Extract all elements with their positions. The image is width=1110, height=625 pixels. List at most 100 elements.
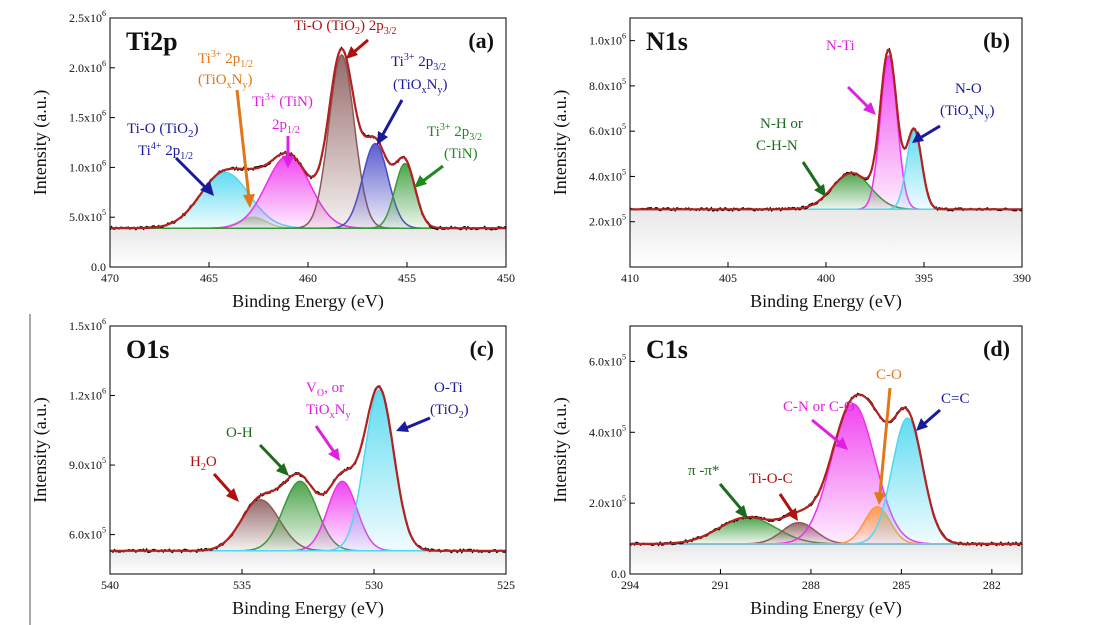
ann-a-tin32-2: (TiN) <box>444 146 478 162</box>
ann-a-tio2-32: Ti-O (TiO2) 2p3/2 <box>294 18 397 37</box>
ann-d-cn: C-N or C-O <box>783 399 855 415</box>
ann-d-co: C-O <box>876 367 902 383</box>
y-tick-label: 2.0x106 <box>69 59 106 75</box>
y-tick-label: 1.5x106 <box>69 317 106 333</box>
x-tick-label: 530 <box>365 578 383 592</box>
ann-a-tioxny-2: (TiOxNy) <box>198 72 252 91</box>
y-tick-label: 2.0x105 <box>589 494 626 510</box>
x-axis-title: Binding Energy (eV) <box>750 598 902 619</box>
peak-c-2 <box>110 480 506 552</box>
y-tick-label: 0.0 <box>91 260 106 274</box>
y-tick-label: 2.5x106 <box>69 9 106 25</box>
panel-c: 540 535 530 525 6.0x105 9.0x105 1.2x106 1.5x… <box>30 317 515 619</box>
y-axis-title: Intensity (a.u.) <box>550 90 571 195</box>
ann-c-oh: O-H <box>226 425 253 441</box>
ann-d-tioc: Ti-O-C <box>749 471 793 487</box>
ann-c-vo-2: TiOxNy <box>306 402 350 421</box>
plot-frame <box>109 325 507 575</box>
envelope-curve <box>110 47 506 230</box>
ann-a-tio2-1: Ti-O (TiO2) <box>127 121 199 140</box>
y-tick-label: 8.0x105 <box>589 77 626 93</box>
peak-b-1 <box>630 172 1022 211</box>
ann-b-nh-1: N-H or <box>760 116 803 132</box>
ann-b-nh-2: C-H-N <box>756 138 798 154</box>
y-tick-label: 4.0x105 <box>589 167 626 183</box>
y-tick-label: 4.0x105 <box>589 423 626 439</box>
ann-a-tio2-2: Ti4+ 2p1/2 <box>138 141 193 162</box>
x-axis-title: Binding Energy (eV) <box>750 291 902 312</box>
x-tick-label: 285 <box>892 578 910 592</box>
y-axis-title: Intensity (a.u.) <box>30 397 51 502</box>
ann-d-pipi: π -π* <box>688 463 719 479</box>
ann-b-nti: N-Ti <box>826 38 855 54</box>
panel-d: 294 291 288 285 282 0.0 2.0x105 4.0x105 6.0x10… <box>550 325 1023 619</box>
x-tick-label: 450 <box>497 271 515 285</box>
envelope-curve <box>630 393 1022 545</box>
x-tick-label: 291 <box>711 578 729 592</box>
ann-b-no-1: N-O <box>955 81 982 97</box>
y-tick-label: 0.0 <box>611 567 626 581</box>
peak-b-2 <box>630 54 1022 211</box>
ann-b-no-2: (TiOxNy) <box>940 103 994 122</box>
ann-a-tin-2: 2p1/2 <box>272 117 300 136</box>
ann-a-tin32-1: Ti3+ 2p3/2 <box>427 122 482 143</box>
ann-c-oti-2: (TiO2) <box>430 402 469 421</box>
baseline-fill <box>110 228 506 267</box>
y-tick-label: 1.5x106 <box>69 109 106 125</box>
baseline-fill <box>110 550 506 574</box>
y-axis-title: Intensity (a.u.) <box>550 397 571 502</box>
experimental-curve <box>630 47 1022 213</box>
x-tick-label: 400 <box>817 271 835 285</box>
annotations-c: H2O O-H VO, or TiOxNy O-Ti (TiO2) <box>190 380 469 502</box>
panel-letter: (d) <box>983 336 1010 361</box>
y-tick-label: 6.0x105 <box>589 352 626 368</box>
ann-c-oti-1: O-Ti <box>434 380 463 396</box>
plot-frame <box>629 325 1023 575</box>
panel-letter: (b) <box>983 28 1010 53</box>
ann-a-tioxny-1: Ti3+ 2p1/2 <box>198 49 253 70</box>
x-tick-label: 282 <box>983 578 1001 592</box>
x-axis-title: Binding Energy (eV) <box>232 598 384 619</box>
x-tick-label: 288 <box>802 578 820 592</box>
x-tick-label: 294 <box>621 578 639 592</box>
ann-d-cc: C=C <box>941 391 969 407</box>
x-tick-label: 540 <box>101 578 119 592</box>
panel-title: O1s <box>126 335 169 364</box>
ann-a-tioxny32-1: Ti3+ 2p3/2 <box>391 52 446 73</box>
x-tick-label: 460 <box>299 271 317 285</box>
y-tick-label: 1.0x106 <box>589 32 626 48</box>
panel-title: Ti2p <box>126 27 178 56</box>
envelope-curve <box>110 385 506 552</box>
panel-letter: (c) <box>470 336 494 361</box>
y-tick-label: 1.0x106 <box>69 158 106 174</box>
x-tick-label: 535 <box>233 578 251 592</box>
panel-title: C1s <box>646 335 688 364</box>
panel-letter: (a) <box>468 28 494 53</box>
y-tick-label: 5.0x105 <box>69 208 106 224</box>
annotations-b: N-Ti N-H or C-H-N N-O (TiOxNy) <box>756 38 994 197</box>
y-tick-label: 6.0x105 <box>69 526 106 542</box>
ann-a-tin-1: Ti3+ (TiN) <box>252 92 313 110</box>
y-axis-title: Intensity (a.u.) <box>30 90 51 195</box>
y-tick-label: 9.0x105 <box>69 456 106 472</box>
envelope-curve <box>630 48 1022 211</box>
y-tick-label: 2.0x105 <box>589 213 626 229</box>
peak-a-3 <box>110 154 506 229</box>
panel-b: 410 405 400 395 390 2.0x105 4.0x105 6.0x105 8… <box>550 17 1031 312</box>
panel-title: N1s <box>646 27 688 56</box>
panel-a: 470 465 460 455 450 0.0 5.0x105 1.0x106 1.5x10… <box>30 9 515 312</box>
y-tick-label: 6.0x105 <box>589 122 626 138</box>
y-tick-label: 1.2x106 <box>69 387 106 403</box>
ann-a-tioxny32-2: (TiOxNy) <box>393 77 447 96</box>
x-tick-label: 410 <box>621 271 639 285</box>
x-tick-label: 455 <box>398 271 416 285</box>
x-tick-label: 525 <box>497 578 515 592</box>
x-axis-title: Binding Energy (eV) <box>232 291 384 312</box>
x-tick-label: 470 <box>101 271 119 285</box>
x-tick-label: 395 <box>915 271 933 285</box>
ann-c-h2o: H2O <box>190 454 217 473</box>
baseline-fill <box>630 543 1022 574</box>
x-tick-label: 465 <box>200 271 218 285</box>
annotations-a: Ti-O (TiO2) Ti4+ 2p1/2 Ti3+ 2p1/2 (TiOxN… <box>127 18 482 208</box>
